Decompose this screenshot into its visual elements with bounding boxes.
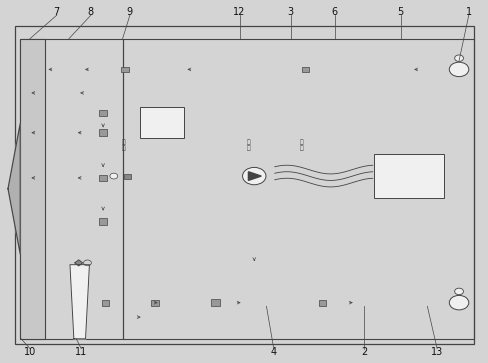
Bar [20, 39, 44, 339]
Polygon shape [70, 265, 89, 339]
Polygon shape [75, 260, 82, 266]
Bar [99, 130, 107, 136]
Bar [99, 218, 107, 225]
Text: 进
泥: 进 泥 [122, 139, 126, 151]
Text: 9: 9 [126, 7, 133, 17]
Bar [140, 107, 183, 138]
Polygon shape [248, 172, 261, 180]
Circle shape [448, 62, 468, 77]
Bar [210, 299, 219, 306]
Circle shape [242, 167, 265, 185]
Text: 1: 1 [465, 7, 471, 17]
Bar [102, 300, 109, 306]
Text: 进
泥: 进 泥 [246, 139, 250, 151]
Text: 12: 12 [233, 7, 245, 17]
Bar [15, 26, 473, 344]
Text: 2: 2 [360, 347, 366, 357]
Bar [318, 300, 326, 306]
Bar [301, 66, 309, 72]
Bar [373, 154, 444, 198]
Polygon shape [8, 124, 20, 254]
Text: 5: 5 [397, 7, 403, 17]
Text: 8: 8 [88, 7, 94, 17]
Text: 7: 7 [54, 7, 60, 17]
Bar [20, 39, 122, 339]
Circle shape [454, 55, 463, 61]
Bar [151, 300, 158, 306]
Circle shape [110, 173, 118, 179]
Text: 10: 10 [24, 347, 36, 357]
Bar [99, 110, 107, 116]
Text: 排
泥: 排 泥 [300, 139, 303, 151]
Text: 4: 4 [270, 347, 276, 357]
Bar [122, 39, 473, 339]
Text: 11: 11 [75, 347, 87, 357]
Text: 13: 13 [430, 347, 442, 357]
Text: 3: 3 [287, 7, 293, 17]
Circle shape [454, 288, 463, 295]
Circle shape [448, 295, 468, 310]
Text: 6: 6 [331, 7, 337, 17]
Bar [124, 174, 131, 179]
Bar [99, 175, 107, 181]
Bar [121, 66, 129, 72]
